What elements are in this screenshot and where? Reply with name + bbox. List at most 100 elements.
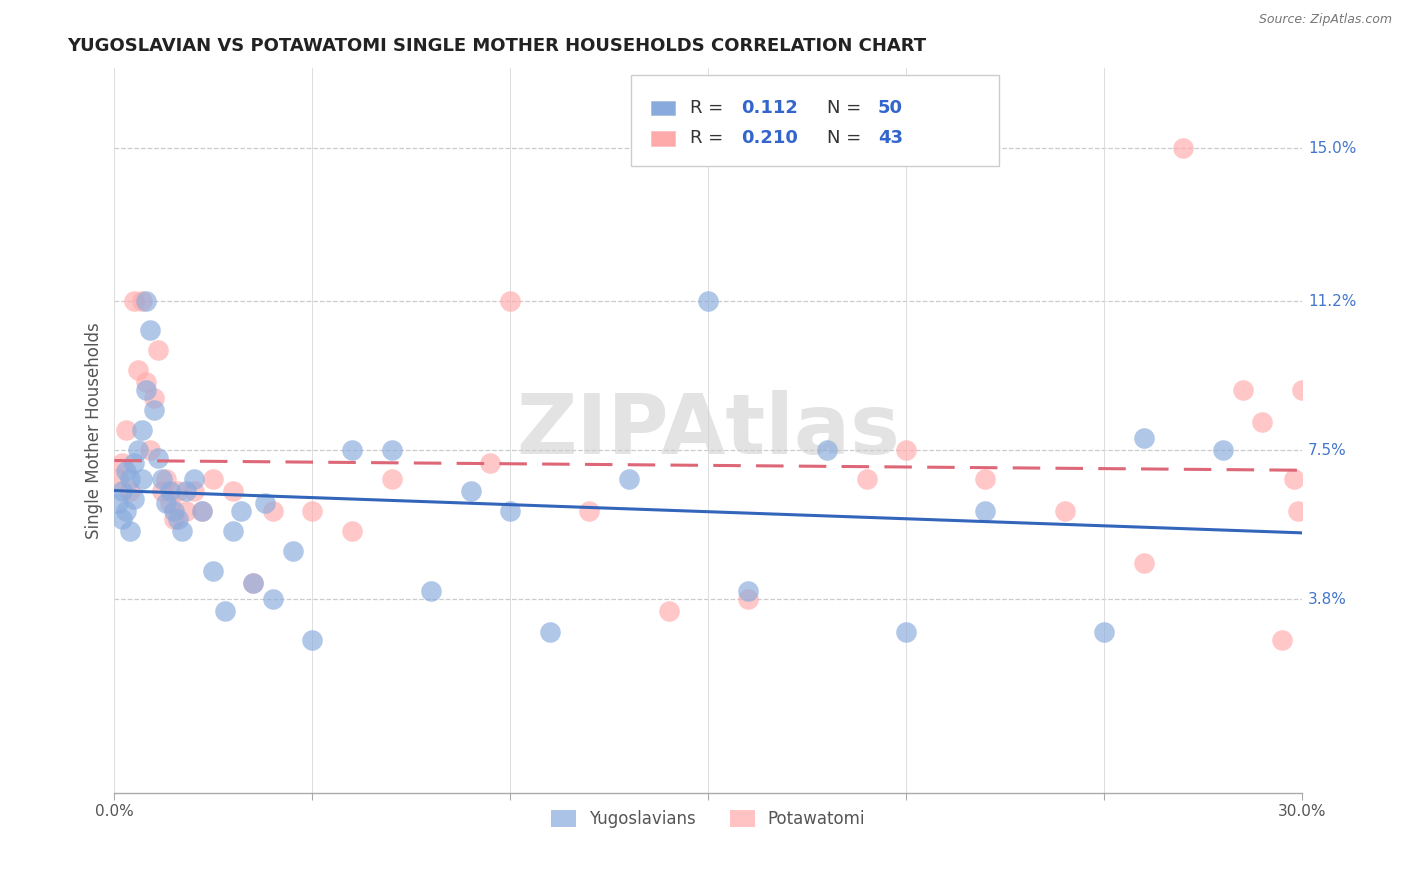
Point [163,504,186,518]
Point [281,544,304,558]
Point [1053,504,1076,518]
Point [340,443,363,458]
Text: N =: N = [827,129,868,147]
Point [135,383,157,397]
Point [894,624,917,639]
Point [166,483,188,498]
Text: Source: ZipAtlas.com: Source: ZipAtlas.com [1258,13,1392,27]
Point [499,504,522,518]
Text: R =: R = [690,129,730,147]
Point [1251,415,1274,429]
Point [222,483,245,498]
Point [155,496,177,510]
Point [262,504,284,518]
Text: R =: R = [690,99,730,117]
Point [135,294,157,309]
Point [139,443,162,458]
Point [122,456,145,470]
Point [155,472,177,486]
Text: 0.210: 0.210 [741,129,799,147]
Text: 0.112: 0.112 [741,99,799,117]
Point [107,496,129,510]
Text: 11.2%: 11.2% [1308,294,1357,309]
FancyBboxPatch shape [651,101,675,115]
Point [150,472,173,486]
Point [420,584,443,599]
Point [190,504,212,518]
FancyBboxPatch shape [631,75,1000,166]
Point [159,483,181,498]
Text: 15.0%: 15.0% [1308,141,1357,156]
Text: 3.8%: 3.8% [1308,592,1347,607]
Point [1092,624,1115,639]
Point [242,576,264,591]
Point [1132,431,1154,445]
Point [127,443,149,458]
Text: YUGOSLAVIAN VS POTAWATOMI SINGLE MOTHER HOUSEHOLDS CORRELATION CHART: YUGOSLAVIAN VS POTAWATOMI SINGLE MOTHER … [67,37,927,55]
Point [380,472,402,486]
Point [131,423,153,437]
Point [974,504,997,518]
Point [578,504,600,518]
Point [174,504,197,518]
Point [617,472,640,486]
Point [202,564,225,578]
Point [460,483,482,498]
Point [737,584,759,599]
Point [253,496,276,510]
Point [111,483,134,498]
Point [894,443,917,458]
Point [1212,443,1234,458]
Point [340,524,363,538]
Point [120,483,142,498]
Point [737,592,759,607]
Point [380,443,402,458]
Point [131,472,153,486]
Point [183,483,205,498]
Point [190,504,212,518]
Point [262,592,284,607]
Point [120,472,142,486]
Point [1271,632,1294,647]
Point [202,472,225,486]
Point [174,483,197,498]
Point [538,624,561,639]
Point [159,496,181,510]
Point [697,294,720,309]
Point [135,375,157,389]
Point [131,294,153,309]
Point [120,524,142,538]
Point [301,504,323,518]
Point [150,483,173,498]
FancyBboxPatch shape [651,131,675,145]
Point [658,605,681,619]
Point [1132,556,1154,570]
Point [146,343,169,357]
Point [143,391,166,405]
Point [122,294,145,309]
Point [139,323,162,337]
Text: ZIPAtlas: ZIPAtlas [516,390,900,471]
Text: N =: N = [827,99,868,117]
Point [214,605,236,619]
Point [1173,141,1195,155]
Point [1286,504,1309,518]
Point [479,456,502,470]
Point [115,504,138,518]
Point [301,632,323,647]
Point [974,472,997,486]
Point [166,512,188,526]
Legend: Yugoslavians, Potawatomi: Yugoslavians, Potawatomi [544,804,872,835]
Point [115,464,138,478]
Y-axis label: Single Mother Households: Single Mother Households [86,322,103,539]
Point [127,363,149,377]
Point [1282,472,1305,486]
Point [115,423,138,437]
Point [170,524,193,538]
Point [815,443,838,458]
Point [1291,383,1313,397]
Point [146,451,169,466]
Point [107,472,129,486]
Text: 43: 43 [879,129,903,147]
Point [1232,383,1254,397]
